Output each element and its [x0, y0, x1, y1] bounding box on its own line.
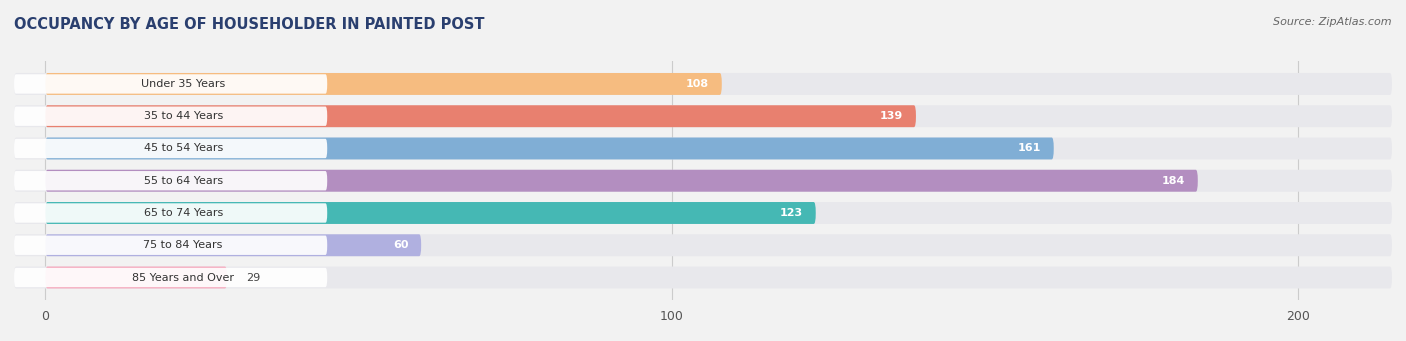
FancyBboxPatch shape	[14, 106, 328, 126]
FancyBboxPatch shape	[14, 74, 328, 94]
FancyBboxPatch shape	[14, 171, 328, 190]
FancyBboxPatch shape	[45, 137, 1053, 160]
FancyBboxPatch shape	[14, 234, 1392, 256]
FancyBboxPatch shape	[45, 170, 1198, 192]
FancyBboxPatch shape	[45, 202, 815, 224]
FancyBboxPatch shape	[14, 105, 1392, 127]
FancyBboxPatch shape	[14, 137, 1392, 160]
Text: 184: 184	[1161, 176, 1185, 186]
FancyBboxPatch shape	[45, 73, 721, 95]
Text: 60: 60	[394, 240, 409, 250]
FancyBboxPatch shape	[14, 268, 328, 287]
Text: 161: 161	[1018, 144, 1042, 153]
FancyBboxPatch shape	[14, 170, 1392, 192]
Text: 29: 29	[246, 272, 260, 282]
Text: OCCUPANCY BY AGE OF HOUSEHOLDER IN PAINTED POST: OCCUPANCY BY AGE OF HOUSEHOLDER IN PAINT…	[14, 17, 485, 32]
FancyBboxPatch shape	[14, 203, 328, 223]
FancyBboxPatch shape	[14, 139, 328, 158]
Text: 85 Years and Over: 85 Years and Over	[132, 272, 235, 282]
Text: 55 to 64 Years: 55 to 64 Years	[143, 176, 222, 186]
Text: 35 to 44 Years: 35 to 44 Years	[143, 111, 222, 121]
Text: 45 to 54 Years: 45 to 54 Years	[143, 144, 222, 153]
FancyBboxPatch shape	[45, 267, 226, 288]
FancyBboxPatch shape	[14, 202, 1392, 224]
FancyBboxPatch shape	[45, 105, 915, 127]
Text: 123: 123	[780, 208, 803, 218]
Text: Under 35 Years: Under 35 Years	[141, 79, 225, 89]
Text: 139: 139	[880, 111, 904, 121]
Text: Source: ZipAtlas.com: Source: ZipAtlas.com	[1274, 17, 1392, 27]
Text: 65 to 74 Years: 65 to 74 Years	[143, 208, 222, 218]
Text: 75 to 84 Years: 75 to 84 Years	[143, 240, 222, 250]
Text: 108: 108	[686, 79, 709, 89]
FancyBboxPatch shape	[14, 267, 1392, 288]
FancyBboxPatch shape	[14, 236, 328, 255]
FancyBboxPatch shape	[14, 73, 1392, 95]
FancyBboxPatch shape	[45, 234, 422, 256]
